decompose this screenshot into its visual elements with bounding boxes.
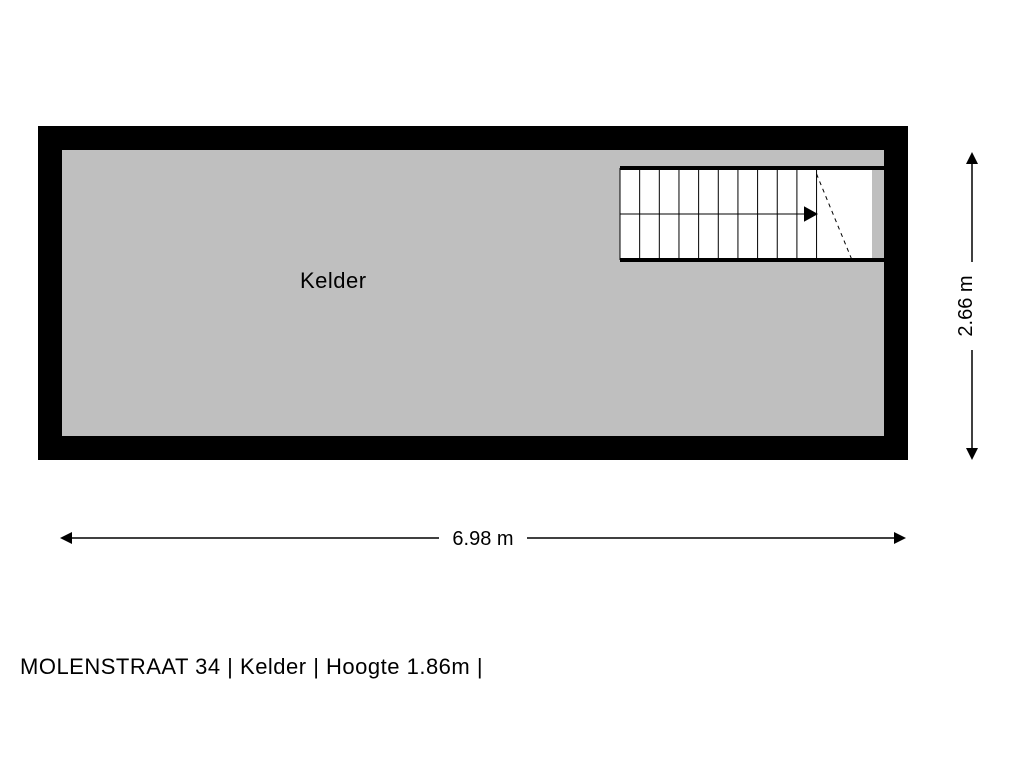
floorplan-caption: MOLENSTRAAT 34 | Kelder | Hoogte 1.86m | xyxy=(20,654,483,680)
stairs xyxy=(615,163,907,275)
dimension-label: 2.66 m xyxy=(955,275,977,336)
dimension-vertical: 2.66 m xyxy=(932,0,1012,768)
floorplan-canvas: Kelder 6.98 m 2.66 m MOLENSTRAAT 34 | Ke… xyxy=(0,0,1024,768)
dimension-horizontal: 6.98 m xyxy=(0,508,1024,568)
dimension-label: 6.98 m xyxy=(452,528,513,550)
room-label: Kelder xyxy=(300,268,367,294)
